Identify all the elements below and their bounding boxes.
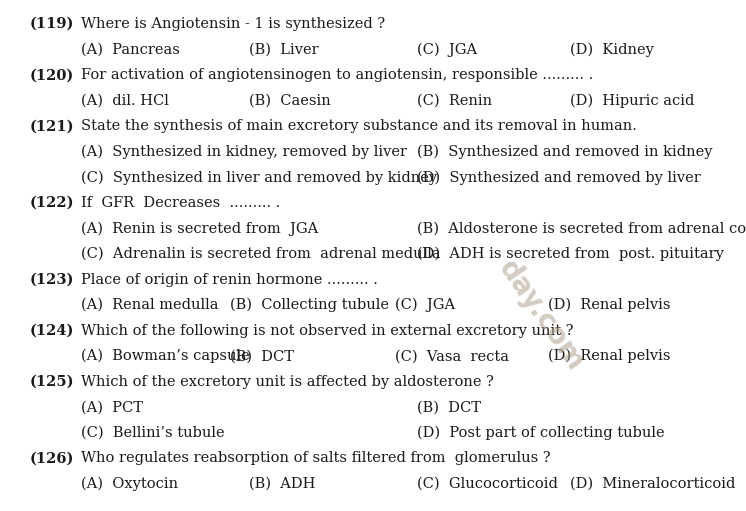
Text: (B)  Collecting tubule: (B) Collecting tubule bbox=[231, 298, 389, 312]
Text: (C)  JGA: (C) JGA bbox=[417, 42, 477, 57]
Text: (D)  Synthesized and removed by liver: (D) Synthesized and removed by liver bbox=[417, 170, 700, 184]
Text: Place of origin of renin hormone ......... .: Place of origin of renin hormone .......… bbox=[81, 272, 377, 287]
Text: (D)  ADH is secreted from  post. pituitary: (D) ADH is secreted from post. pituitary bbox=[417, 247, 724, 261]
Text: (B)  Synthesized and removed in kidney: (B) Synthesized and removed in kidney bbox=[417, 145, 712, 159]
Text: (C)  Renin: (C) Renin bbox=[417, 94, 492, 108]
Text: (D)  Renal pelvis: (D) Renal pelvis bbox=[548, 298, 671, 312]
Text: (B)  DCT: (B) DCT bbox=[231, 349, 295, 363]
Text: (D)  Kidney: (D) Kidney bbox=[571, 42, 654, 57]
Text: Which of the following is not observed in external excretory unit ?: Which of the following is not observed i… bbox=[81, 323, 573, 338]
Text: (C)  Adrenalin is secreted from  adrenal medulla: (C) Adrenalin is secreted from adrenal m… bbox=[81, 247, 440, 261]
Text: (A)  Pancreas: (A) Pancreas bbox=[81, 43, 180, 57]
Text: day.com: day.com bbox=[493, 255, 589, 376]
Text: (126): (126) bbox=[29, 451, 74, 466]
Text: (B)  Aldosterone is secreted from adrenal cortex: (B) Aldosterone is secreted from adrenal… bbox=[417, 221, 746, 236]
Text: (D)  Post part of collecting tubule: (D) Post part of collecting tubule bbox=[417, 426, 665, 440]
Text: (A)  Renal medulla: (A) Renal medulla bbox=[81, 298, 218, 312]
Text: (A)  Oxytocin: (A) Oxytocin bbox=[81, 477, 178, 491]
Text: (A)  Synthesized in kidney, removed by liver: (A) Synthesized in kidney, removed by li… bbox=[81, 145, 407, 159]
Text: (125): (125) bbox=[29, 375, 74, 389]
Text: (A)  Bowman’s capsule: (A) Bowman’s capsule bbox=[81, 349, 249, 363]
Text: (C)  Vasa  recta: (C) Vasa recta bbox=[395, 349, 509, 363]
Text: (D)  Hipuric acid: (D) Hipuric acid bbox=[571, 94, 695, 108]
Text: (B)  Liver: (B) Liver bbox=[248, 43, 319, 57]
Text: (119): (119) bbox=[29, 17, 74, 31]
Text: (C)  Bellini’s tubule: (C) Bellini’s tubule bbox=[81, 426, 225, 440]
Text: (C)  Glucocorticoid: (C) Glucocorticoid bbox=[417, 477, 558, 491]
Text: (124): (124) bbox=[29, 323, 74, 338]
Text: (A)  PCT: (A) PCT bbox=[81, 400, 142, 414]
Text: (D)  Renal pelvis: (D) Renal pelvis bbox=[548, 349, 671, 363]
Text: (D)  Mineralocorticoid: (D) Mineralocorticoid bbox=[571, 477, 736, 491]
Text: (C)  Synthesized in liver and removed by kidney: (C) Synthesized in liver and removed by … bbox=[81, 170, 436, 184]
Text: (C)  JGA: (C) JGA bbox=[395, 298, 455, 312]
Text: Which of the excretory unit is affected by aldosterone ?: Which of the excretory unit is affected … bbox=[81, 375, 493, 389]
Text: (B)  ADH: (B) ADH bbox=[248, 477, 315, 491]
Text: State the synthesis of main excretory substance and its removal in human.: State the synthesis of main excretory su… bbox=[81, 119, 636, 133]
Text: (B)  Caesin: (B) Caesin bbox=[248, 94, 330, 108]
Text: Where is Angiotensin - 1 is synthesized ?: Where is Angiotensin - 1 is synthesized … bbox=[81, 17, 385, 31]
Text: (B)  DCT: (B) DCT bbox=[417, 400, 481, 414]
Text: Who regulates reabsorption of salts filtered from  glomerulus ?: Who regulates reabsorption of salts filt… bbox=[81, 451, 551, 466]
Text: (121): (121) bbox=[29, 119, 74, 133]
Text: (A)  Renin is secreted from  JGA: (A) Renin is secreted from JGA bbox=[81, 221, 318, 236]
Text: (122): (122) bbox=[29, 196, 74, 210]
Text: (120): (120) bbox=[29, 68, 74, 82]
Text: If  GFR  Decreases  ......... .: If GFR Decreases ......... . bbox=[81, 196, 280, 210]
Text: For activation of angiotensinogen to angiotensin, responsible ......... .: For activation of angiotensinogen to ang… bbox=[81, 68, 593, 82]
Text: (123): (123) bbox=[29, 272, 74, 287]
Text: (A)  dil. HCl: (A) dil. HCl bbox=[81, 94, 169, 108]
